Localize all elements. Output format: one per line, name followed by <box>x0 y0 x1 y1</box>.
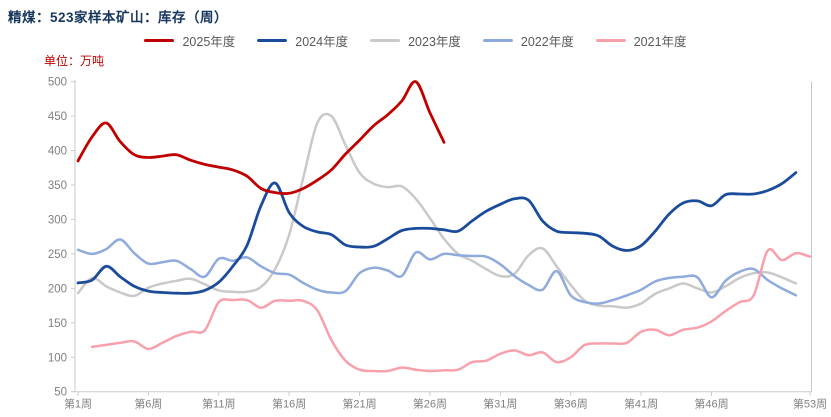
legend-item-label: 2022年度 <box>520 35 574 49</box>
y-tick-label: 50 <box>54 387 67 399</box>
y-tick-label: 200 <box>48 283 67 295</box>
legend-line-swatch-icon <box>144 38 175 43</box>
legend-line-swatch-icon <box>257 38 288 43</box>
x-tick-label: 第1周 <box>64 397 92 411</box>
y-tick-label: 450 <box>48 111 67 123</box>
series-line-2025 <box>76 80 446 195</box>
legend-item-2021: 2021年度 <box>595 31 687 50</box>
x-tick-label: 第41周 <box>624 397 658 411</box>
series-line-2022 <box>76 238 798 305</box>
x-tick-label: 第16周 <box>272 397 306 411</box>
unit-label: 单位：万吨 <box>44 54 105 68</box>
series-line-2021 <box>90 247 812 373</box>
legend-line-swatch-icon <box>370 38 401 43</box>
x-tick-label: 第21周 <box>342 397 376 411</box>
legend-item-2022: 2022年度 <box>482 31 574 50</box>
x-tick-label: 第11周 <box>202 397 235 411</box>
legend-item-label: 2021年度 <box>633 35 687 49</box>
chart-title: 精煤：523家样本矿山：库存（周） <box>8 10 229 25</box>
legend-item-label: 2023年度 <box>408 35 461 49</box>
legend-item-label: 2024年度 <box>295 35 349 49</box>
x-tick-label: 第46周 <box>694 397 728 411</box>
x-tick-label: 第53周 <box>793 397 827 411</box>
y-tick-label: 150 <box>48 318 67 330</box>
legend-line-swatch-icon <box>595 38 626 43</box>
legend-item-2023: 2023年度 <box>370 31 461 50</box>
y-tick-label: 400 <box>48 146 67 158</box>
y-tick-label: 100 <box>48 352 67 364</box>
series-line-2024 <box>76 171 798 295</box>
series-line-2023 <box>76 112 798 310</box>
legend-item-label: 2025年度 <box>182 35 236 49</box>
x-tick-label: 第6周 <box>134 397 162 411</box>
x-tick-label: 第36周 <box>554 397 588 411</box>
legend: 2025年度 2024年度 2023年度 2022年度 2021年度 <box>0 31 831 50</box>
y-tick-label: 250 <box>48 249 67 261</box>
legend-item-2025: 2025年度 <box>144 31 235 50</box>
y-tick-label: 300 <box>48 214 67 226</box>
legend-item-2024: 2024年度 <box>257 31 348 50</box>
x-tick-label: 第31周 <box>483 397 517 411</box>
legend-line-swatch-icon <box>482 38 513 43</box>
y-tick-label: 350 <box>48 180 67 192</box>
y-tick-label: 500 <box>48 77 67 89</box>
x-tick-label: 第26周 <box>413 397 447 411</box>
